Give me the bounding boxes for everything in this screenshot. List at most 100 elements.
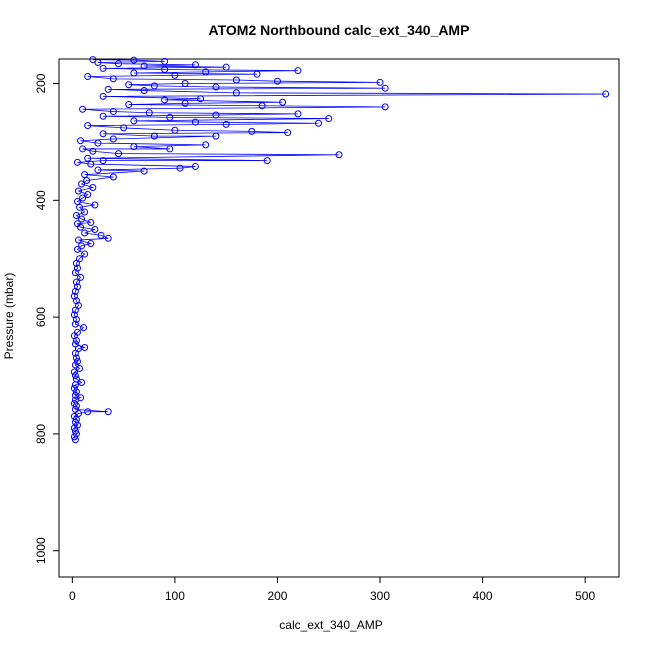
data-point [202, 68, 210, 76]
data-point [602, 90, 610, 98]
data-point [325, 115, 333, 123]
data-point [71, 391, 79, 399]
data-point [181, 80, 189, 88]
series-line [73, 59, 606, 440]
data-point [73, 328, 81, 336]
chart-title: ATOM2 Northbound calc_ext_340_AMP [209, 22, 470, 38]
data-point [73, 158, 81, 166]
data-point [130, 69, 138, 77]
data-point [253, 70, 261, 78]
data-point [77, 273, 85, 281]
data-point [166, 113, 174, 121]
data-point [94, 139, 102, 147]
data-point [81, 208, 89, 216]
data-point [258, 102, 266, 110]
data-point [191, 61, 199, 69]
data-point [140, 62, 148, 70]
data-point [72, 430, 80, 438]
data-point [71, 349, 79, 357]
data-point [72, 212, 80, 220]
data-point [71, 372, 79, 380]
data-point [76, 365, 84, 373]
data-point [78, 180, 86, 188]
data-point [74, 301, 82, 309]
x-tick-label: 200 [267, 589, 287, 603]
data-point [89, 56, 97, 64]
data-point [99, 157, 107, 165]
data-point [284, 129, 292, 137]
data-point [81, 250, 89, 258]
data-point [70, 311, 78, 319]
data-point [104, 85, 112, 93]
data-point [89, 183, 97, 191]
data-point [72, 375, 80, 383]
data-point [84, 73, 92, 81]
data-point [87, 240, 95, 248]
data-point [222, 120, 230, 128]
y-tick-label: 400 [34, 190, 48, 210]
data-point [294, 110, 302, 118]
data-point [71, 320, 79, 328]
data-point [130, 117, 138, 125]
data-point [71, 269, 79, 277]
data-point [109, 135, 117, 143]
y-axis: 200 400 600 800 1000 [34, 73, 60, 564]
data-point [140, 167, 148, 175]
plot-frame [58, 58, 620, 578]
data-point [91, 226, 99, 234]
data-point [71, 340, 79, 348]
data-point [84, 408, 92, 416]
data-point [70, 384, 78, 392]
data-point [171, 126, 179, 134]
data-point [74, 236, 82, 244]
data-point [125, 101, 133, 109]
data-point [71, 361, 79, 369]
data-point [73, 264, 81, 272]
data-point [73, 283, 81, 291]
y-tick-label: 800 [34, 424, 48, 444]
data-point [104, 234, 112, 242]
x-axis: 0 100 200 300 400 500 [69, 576, 595, 603]
data-point [99, 130, 107, 138]
data-point [114, 150, 122, 158]
data-point [97, 231, 105, 239]
data-point [181, 99, 189, 107]
data-point [78, 242, 86, 250]
data-point [232, 89, 240, 97]
data-point [77, 137, 85, 145]
data-point [279, 98, 287, 106]
data-point [71, 306, 79, 314]
data-point [94, 59, 102, 66]
data-point [381, 103, 389, 111]
data-point [140, 87, 148, 95]
x-tick-label: 400 [473, 589, 493, 603]
x-axis-label: calc_ext_340_AMP [279, 618, 382, 632]
data-point [202, 141, 210, 149]
data-point [109, 108, 117, 116]
data-point [70, 368, 78, 376]
data-point [72, 388, 80, 396]
data-point [81, 171, 89, 179]
data-point [87, 160, 95, 168]
data-point [87, 219, 95, 227]
data-point [73, 220, 81, 228]
data-point [212, 83, 220, 91]
data-point [80, 324, 88, 332]
data-point [72, 278, 80, 286]
data-point [74, 187, 82, 195]
data-point [79, 194, 87, 202]
x-tick-label: 500 [575, 589, 595, 603]
data-point [381, 84, 389, 92]
data-point [120, 124, 128, 132]
data-point [91, 201, 99, 209]
y-tick-label: 200 [34, 73, 48, 93]
data-point [72, 354, 80, 362]
data-point [161, 96, 169, 104]
data-point [71, 287, 79, 295]
data-point [89, 147, 97, 155]
data-point [222, 63, 230, 71]
data-point [314, 119, 322, 127]
data-point [161, 57, 169, 65]
data-point [335, 151, 343, 159]
data-point [83, 176, 91, 184]
